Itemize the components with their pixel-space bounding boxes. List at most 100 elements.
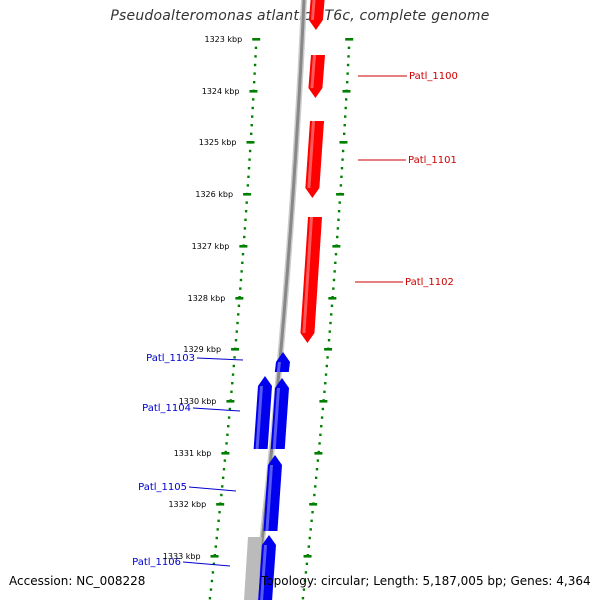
scale-dot: [253, 72, 256, 75]
scale-dot: [254, 55, 257, 58]
scale-dot: [344, 115, 347, 118]
scale-dot: [341, 158, 344, 161]
gene-arrow-reverse[interactable]: [263, 455, 282, 531]
scale-dot: [245, 201, 248, 204]
scale-tick-label: 1333 kbp: [163, 552, 201, 561]
scale-dot: [346, 72, 349, 75]
scale-dot: [233, 356, 236, 359]
scale-major-tick-left: [235, 297, 244, 300]
scale-dot: [210, 579, 214, 583]
gene-arrow-forward[interactable]: [305, 121, 324, 198]
scale-dot: [223, 459, 227, 462]
scale-major-tick-left: [231, 348, 240, 351]
gene-label-leader: [196, 357, 244, 361]
scale-dot: [337, 218, 340, 221]
scale-dot: [341, 149, 345, 153]
scale-dot: [334, 253, 338, 256]
scale-dot: [320, 425, 323, 428]
gene-label-leader: [188, 486, 237, 492]
scale-dot: [241, 253, 245, 256]
scale-dot: [344, 106, 347, 110]
scale-dot: [251, 115, 254, 118]
scale-dot: [246, 184, 250, 187]
scale-dot: [332, 287, 335, 290]
scale-major-tick-right: [332, 245, 341, 248]
scale-dot: [324, 373, 328, 376]
scale-dot: [225, 442, 228, 445]
scale-dot: [244, 210, 248, 213]
gene-label[interactable]: Patl_1105: [138, 482, 187, 493]
genome-title: Pseudoalteromonas atlantica T6c, complet…: [110, 8, 490, 24]
scale-dot: [325, 364, 328, 368]
gene-label[interactable]: Patl_1102: [405, 277, 454, 288]
gene-arrow-forward[interactable]: [308, 55, 325, 98]
scale-dot: [336, 227, 340, 230]
scale-tick-label: 1323 kbp: [205, 35, 243, 44]
scale-dot: [209, 588, 213, 591]
scale-dot: [253, 63, 257, 67]
gene-label-leader: [192, 407, 241, 412]
scale-dot: [220, 493, 223, 497]
scale-dot: [230, 390, 233, 393]
scale-major-tick-right: [339, 141, 348, 144]
scale-dot: [313, 493, 316, 497]
scale-dot: [248, 149, 252, 153]
scale-dot: [232, 364, 235, 368]
scale-dot: [212, 562, 216, 565]
scale-major-tick-left: [221, 452, 230, 455]
gene-arrow-reverse[interactable]: [274, 352, 290, 372]
scale-dot: [218, 511, 221, 514]
scale-dot: [214, 545, 218, 548]
scale-major-tick-right: [314, 452, 323, 455]
scale-major-tick-right: [328, 297, 337, 300]
scale-dot: [340, 167, 344, 170]
scale-dot: [311, 511, 314, 514]
gene-arrow-forward[interactable]: [308, 0, 325, 30]
scale-dot: [247, 167, 251, 170]
scale-dot: [231, 373, 235, 376]
scale-dot: [237, 304, 241, 307]
scale-dot: [222, 468, 226, 471]
gene-label[interactable]: Patl_1103: [146, 353, 195, 364]
scale-tick-label: 1330 kbp: [179, 397, 217, 406]
scale-dot: [319, 433, 322, 436]
scale-dot: [333, 270, 336, 273]
gene-arrow-reverse[interactable]: [253, 376, 272, 449]
scale-dot: [217, 519, 220, 522]
scale-dot: [237, 313, 240, 316]
gene-label[interactable]: Patl_1101: [408, 155, 457, 166]
scale-dot: [347, 55, 350, 58]
gene-layer: [244, 0, 325, 600]
scale-dot: [239, 287, 242, 290]
scale-dot: [316, 459, 320, 462]
genome-stats-text: Topology: circular; Length: 5,187,005 bp…: [261, 574, 591, 588]
scale-major-tick-right: [345, 38, 354, 41]
scale-tick-label: 1329 kbp: [183, 345, 221, 354]
scale-tick-label: 1324 kbp: [202, 87, 240, 96]
scale-dot: [244, 218, 247, 221]
scale-dot: [323, 390, 326, 393]
gene-label[interactable]: Patl_1104: [142, 403, 191, 414]
scale-dot: [324, 382, 327, 385]
gene-label[interactable]: Patl_1106: [132, 557, 181, 568]
scale-dot: [326, 356, 329, 359]
scale-dot: [302, 588, 306, 591]
gene-label[interactable]: Patl_1100: [409, 71, 458, 82]
scale-dot: [239, 278, 243, 282]
gene-arrow-forward[interactable]: [300, 217, 322, 343]
scale-major-tick-right: [342, 90, 351, 93]
scale-dot: [345, 98, 348, 101]
gene-arrow-reverse[interactable]: [258, 535, 276, 600]
scale-major-tick-left: [243, 193, 252, 196]
scale-dot: [227, 425, 230, 428]
scale-dot: [247, 175, 250, 178]
scale-major-tick-left: [216, 503, 225, 506]
scale-dot: [301, 597, 305, 600]
scale-dot: [221, 476, 225, 479]
scale-dot: [315, 468, 319, 471]
scale-major-tick-left: [239, 245, 248, 248]
scale-dot: [228, 407, 232, 411]
gene-arrow-reverse[interactable]: [270, 378, 289, 449]
scale-dot: [254, 46, 258, 49]
gene-label-leader: [182, 561, 231, 567]
